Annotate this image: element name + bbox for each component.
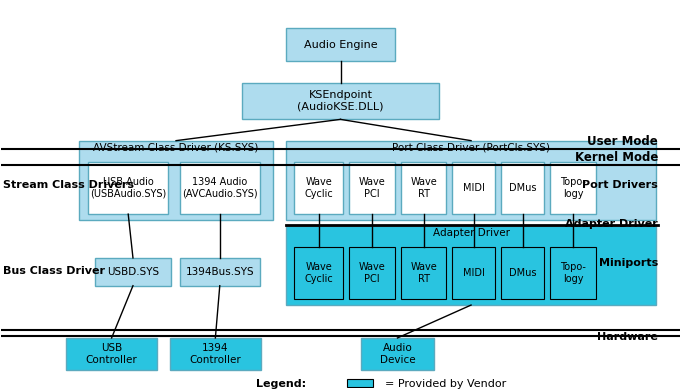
- Text: Wave
PCI: Wave PCI: [359, 262, 385, 284]
- Text: Port Class Driver (PortCls.SYS): Port Class Driver (PortCls.SYS): [392, 143, 550, 152]
- Text: Audio
Device: Audio Device: [380, 343, 415, 364]
- Text: KSEndpoint
(AudioKSE.DLL): KSEndpoint (AudioKSE.DLL): [297, 90, 384, 112]
- FancyBboxPatch shape: [66, 338, 157, 369]
- Text: USB Audio
(USBAudio.SYS): USB Audio (USBAudio.SYS): [90, 177, 166, 199]
- Text: Wave
RT: Wave RT: [410, 177, 437, 199]
- FancyBboxPatch shape: [401, 247, 446, 299]
- Text: Wave
PCI: Wave PCI: [359, 177, 385, 199]
- Text: 1394
Controller: 1394 Controller: [189, 343, 241, 364]
- FancyBboxPatch shape: [286, 141, 656, 220]
- Text: DMus: DMus: [509, 183, 537, 193]
- FancyBboxPatch shape: [452, 162, 495, 214]
- FancyBboxPatch shape: [550, 247, 596, 299]
- FancyBboxPatch shape: [294, 247, 343, 299]
- FancyBboxPatch shape: [361, 338, 434, 369]
- Text: 1394 Audio
(AVCAudio.SYS): 1394 Audio (AVCAudio.SYS): [182, 177, 257, 199]
- Text: Adapter Driver: Adapter Driver: [565, 219, 658, 229]
- Text: DMus: DMus: [509, 268, 537, 278]
- Text: = Provided by Vendor: = Provided by Vendor: [385, 378, 506, 389]
- FancyBboxPatch shape: [180, 258, 259, 286]
- FancyBboxPatch shape: [501, 247, 544, 299]
- FancyBboxPatch shape: [550, 162, 596, 214]
- FancyBboxPatch shape: [349, 162, 395, 214]
- FancyBboxPatch shape: [286, 226, 656, 305]
- Text: Miniports: Miniports: [599, 258, 658, 267]
- Text: Wave
RT: Wave RT: [410, 262, 437, 284]
- FancyBboxPatch shape: [452, 247, 495, 299]
- FancyBboxPatch shape: [80, 141, 272, 220]
- FancyBboxPatch shape: [286, 29, 395, 61]
- FancyBboxPatch shape: [180, 162, 259, 214]
- FancyBboxPatch shape: [347, 379, 373, 387]
- Text: Kernel Mode: Kernel Mode: [575, 151, 658, 164]
- FancyBboxPatch shape: [501, 162, 544, 214]
- FancyBboxPatch shape: [349, 247, 395, 299]
- Text: Bus Class Driver: Bus Class Driver: [3, 266, 105, 276]
- Text: User Mode: User Mode: [587, 135, 658, 148]
- Text: Wave
Cyclic: Wave Cyclic: [304, 177, 333, 199]
- Text: Topo-
logy: Topo- logy: [560, 262, 586, 284]
- FancyBboxPatch shape: [294, 162, 343, 214]
- Text: USB
Controller: USB Controller: [86, 343, 138, 364]
- Text: Hardware: Hardware: [597, 332, 658, 342]
- Text: USBD.SYS: USBD.SYS: [107, 267, 159, 277]
- Text: Stream Class Drivers: Stream Class Drivers: [3, 180, 133, 190]
- Text: 1394Bus.SYS: 1394Bus.SYS: [185, 267, 254, 277]
- Text: Legend:: Legend:: [256, 378, 306, 389]
- Text: Topo-
logy: Topo- logy: [560, 177, 586, 199]
- FancyBboxPatch shape: [170, 338, 261, 369]
- Text: Adapter Driver: Adapter Driver: [432, 228, 509, 238]
- Text: Port Drivers: Port Drivers: [582, 180, 658, 190]
- FancyBboxPatch shape: [242, 83, 439, 119]
- Text: MIDI: MIDI: [463, 183, 485, 193]
- Text: Wave
Cyclic: Wave Cyclic: [304, 262, 333, 284]
- FancyBboxPatch shape: [401, 162, 446, 214]
- FancyBboxPatch shape: [95, 258, 171, 286]
- FancyBboxPatch shape: [89, 162, 168, 214]
- Text: AVStream Class Driver (KS.SYS): AVStream Class Driver (KS.SYS): [93, 143, 259, 152]
- Text: Audio Engine: Audio Engine: [304, 40, 377, 50]
- Text: MIDI: MIDI: [463, 268, 485, 278]
